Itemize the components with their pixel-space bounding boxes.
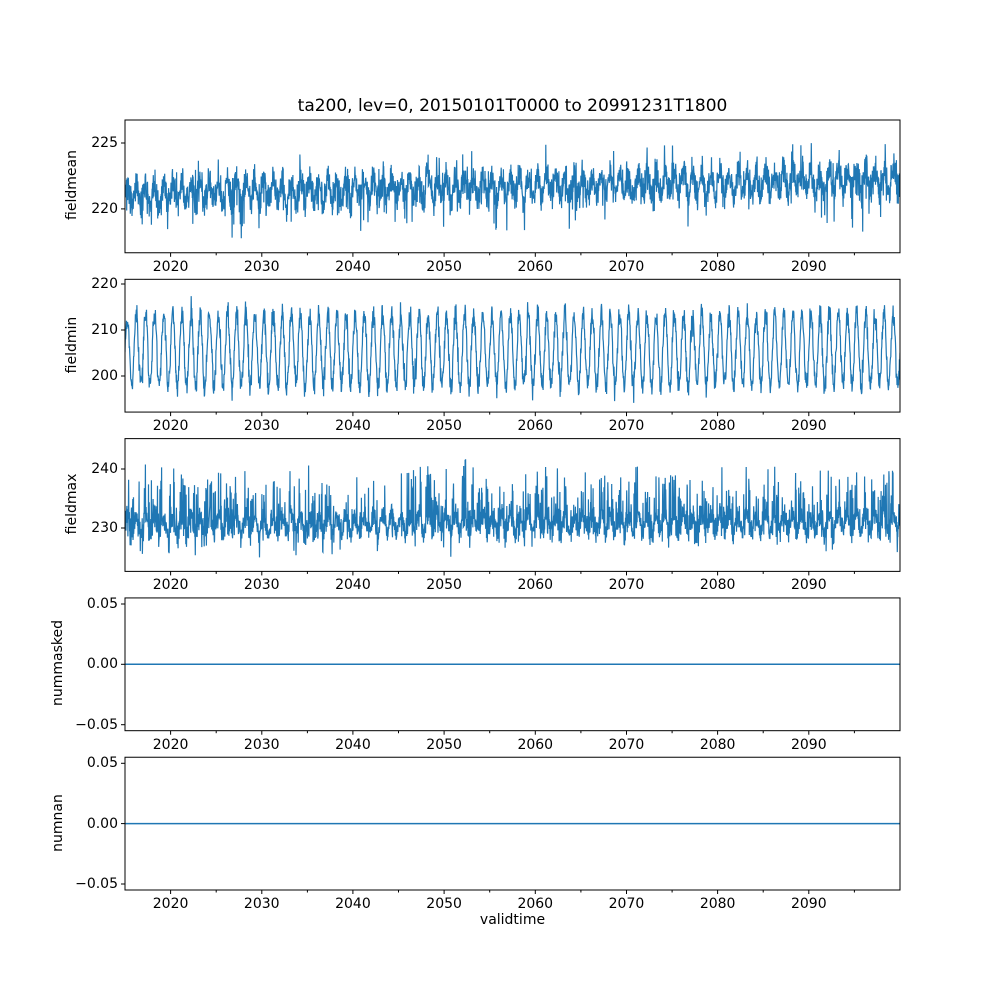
x-tick-label: 2030 (243, 736, 280, 753)
series-fieldmin (125, 296, 900, 403)
x-tick-label: 2080 (699, 418, 736, 435)
x-tick-label: 2090 (790, 258, 827, 275)
x-tick-label: 2040 (335, 418, 371, 435)
y-tick-label: −0.05 (75, 716, 118, 733)
y-tick-label: 200 (91, 368, 118, 384)
chart-title: ta200, lev=0, 20150101T0000 to 20991231T… (297, 96, 728, 116)
x-tick-label: 2090 (790, 736, 827, 753)
x-tick-label: 2020 (152, 896, 189, 912)
x-tick-label: 2060 (517, 577, 554, 594)
tick-marks (121, 142, 855, 257)
axes-spines (124, 119, 901, 254)
x-tick-label: 2040 (335, 736, 371, 753)
y-tick-label: −0.05 (75, 875, 118, 892)
y-tick-label: 0.00 (86, 815, 118, 832)
y-tick-label: 225 (91, 134, 118, 151)
series-fieldmax (125, 459, 900, 558)
y-tick-label: 210 (91, 322, 118, 338)
ylabel-nummasked: nummasked (50, 620, 66, 707)
x-tick-label: 2030 (243, 418, 280, 435)
x-tick-label: 2020 (152, 418, 189, 435)
y-tick-label: 0.05 (86, 595, 118, 612)
x-tick-label: 2070 (608, 736, 645, 753)
series-fieldmean (125, 143, 900, 239)
x-tick-label: 2090 (790, 418, 827, 435)
x-tick-label: 2050 (426, 577, 462, 594)
x-tick-label: 2070 (608, 418, 645, 435)
tick-marks (121, 762, 855, 894)
x-tick-label: 2080 (699, 258, 736, 275)
x-axis-label: validtime (479, 912, 546, 928)
y-tick-label: 220 (91, 200, 118, 217)
x-tick-label: 2040 (335, 896, 371, 912)
x-tick-label: 2030 (243, 577, 280, 594)
x-tick-label: 2080 (699, 577, 736, 594)
x-tick-label: 2040 (335, 258, 371, 275)
x-tick-label: 2030 (243, 258, 280, 275)
x-tick-label: 2020 (152, 258, 189, 275)
x-tick-label: 2080 (699, 736, 736, 753)
x-tick-label: 2050 (426, 258, 462, 275)
x-tick-label: 2030 (243, 896, 280, 912)
x-tick-label: 2090 (790, 577, 827, 594)
x-tick-label: 2050 (426, 736, 462, 753)
ylabel-numnan: numnan (50, 794, 66, 852)
ylabel-fieldmin: fieldmin (64, 316, 80, 374)
y-tick-label: 230 (91, 520, 118, 536)
x-tick-label: 2020 (152, 736, 189, 753)
x-tick-label: 2080 (699, 896, 736, 912)
tick-marks (121, 283, 855, 417)
y-tick-label: 0.05 (86, 755, 118, 772)
x-tick-label: 2060 (517, 418, 554, 435)
x-tick-label: 2070 (608, 258, 645, 275)
x-tick-label: 2060 (517, 896, 554, 912)
x-tick-label: 2070 (608, 896, 645, 912)
tick-marks (121, 603, 855, 735)
axes-spines (124, 278, 901, 413)
y-tick-label: 220 (91, 276, 118, 292)
x-tick-label: 2090 (790, 896, 827, 912)
x-tick-label: 2050 (426, 896, 462, 912)
x-tick-label: 2040 (335, 577, 371, 594)
x-tick-label: 2070 (608, 577, 645, 594)
tick-marks (121, 468, 855, 576)
x-tick-label: 2060 (517, 736, 554, 753)
x-tick-label: 2020 (152, 577, 189, 594)
x-tick-label: 2060 (517, 258, 554, 275)
y-tick-label: 0.00 (86, 656, 118, 673)
axes-spines (124, 438, 901, 572)
x-tick-label: 2050 (426, 418, 462, 435)
ylabel-fieldmax: fieldmax (64, 473, 80, 535)
y-tick-label: 240 (91, 461, 118, 477)
